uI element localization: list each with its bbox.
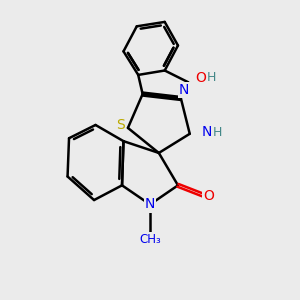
Text: H: H: [206, 71, 216, 84]
Text: S: S: [116, 118, 125, 132]
Text: N: N: [202, 125, 212, 139]
Text: O: O: [203, 189, 214, 202]
Text: O: O: [196, 71, 206, 85]
Text: H: H: [213, 126, 222, 139]
Text: N: N: [179, 82, 189, 97]
Text: N: N: [145, 197, 155, 212]
Text: CH₃: CH₃: [139, 233, 161, 246]
